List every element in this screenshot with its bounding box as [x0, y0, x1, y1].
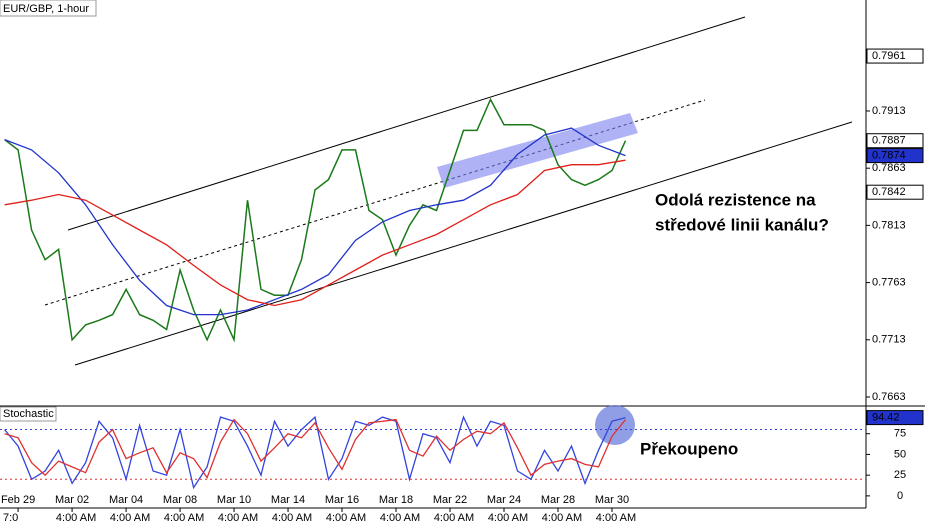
annotation: Překoupeno	[640, 439, 738, 458]
x-sublabel: 4:00 AM	[596, 512, 636, 524]
x-sublabel: 4:00 AM	[56, 512, 96, 524]
price-label: 0.7842	[872, 186, 906, 198]
x-sublabel: 4:00 AM	[542, 512, 582, 524]
overbought-circle	[595, 405, 635, 445]
annotation: Odolá rezistence na	[655, 190, 816, 209]
x-tick-label: Mar 18	[379, 494, 413, 506]
x-tick-label: Feb 29	[1, 494, 35, 506]
y-tick-label: 0.7863	[872, 162, 906, 174]
series-line	[4, 418, 627, 479]
x-sublabel: 4:00 AM	[110, 512, 150, 524]
y-tick-label: 75	[894, 428, 906, 440]
resistance-zone	[437, 113, 638, 188]
annotation: středové linii kanálu?	[655, 215, 829, 234]
price-box	[866, 48, 924, 64]
price-label: 0.7874	[872, 149, 906, 161]
title-box	[0, 406, 57, 422]
y-tick-label: 0.7663	[872, 391, 906, 403]
price-box	[866, 148, 924, 164]
x-tick-label: Mar 16	[325, 494, 359, 506]
y-tick-label: 0.7763	[872, 276, 906, 288]
x-tick-label: Mar 02	[55, 494, 89, 506]
price-label: 94.42	[872, 412, 900, 424]
x-tick-label: Mar 14	[271, 494, 305, 506]
series-line	[4, 159, 626, 307]
series-line	[4, 97, 627, 343]
y-tick-label: 0.7913	[872, 105, 906, 117]
y-tick-label: 0.7813	[872, 219, 906, 231]
x-tick-label: Mar 30	[595, 494, 629, 506]
x-tick-label: Mar 22	[433, 494, 467, 506]
x-sublabel: 7:0	[3, 512, 18, 524]
price-label: 0.7961	[872, 50, 906, 62]
x-sublabel: 4:00 AM	[326, 512, 366, 524]
x-sublabel: 4:00 AM	[272, 512, 312, 524]
y-tick-label: 0.7713	[872, 334, 906, 346]
series-line	[4, 415, 626, 490]
x-tick-label: Mar 08	[163, 494, 197, 506]
x-tick-label: Mar 10	[217, 494, 251, 506]
x-tick-label: Mar 28	[541, 494, 575, 506]
x-sublabel: 4:00 AM	[434, 512, 474, 524]
x-tick-label: Mar 24	[487, 494, 521, 506]
series-line	[4, 127, 626, 316]
x-sublabel: 4:00 AM	[380, 512, 420, 524]
x-tick-label: Mar 04	[109, 494, 143, 506]
x-sublabel: 4:00 AM	[488, 512, 528, 524]
y-tick-label: 50	[894, 448, 906, 460]
channel-upper	[67, 16, 746, 231]
x-sublabel: 4:00 AM	[218, 512, 258, 524]
price-label: 0.7887	[872, 135, 906, 147]
price-box	[866, 410, 924, 426]
x-sublabel: 4:00 AM	[164, 512, 204, 524]
chart-title: EUR/GBP, 1-hour	[3, 3, 89, 15]
channel-middle	[44, 99, 706, 306]
price-box	[866, 184, 924, 200]
y-tick-label: 0	[897, 490, 903, 502]
title-box	[0, 0, 97, 17]
channel-lower	[74, 121, 853, 366]
panel-title: Stochastic	[3, 408, 54, 420]
y-tick-label: 25	[894, 469, 906, 481]
price-box	[866, 133, 924, 149]
